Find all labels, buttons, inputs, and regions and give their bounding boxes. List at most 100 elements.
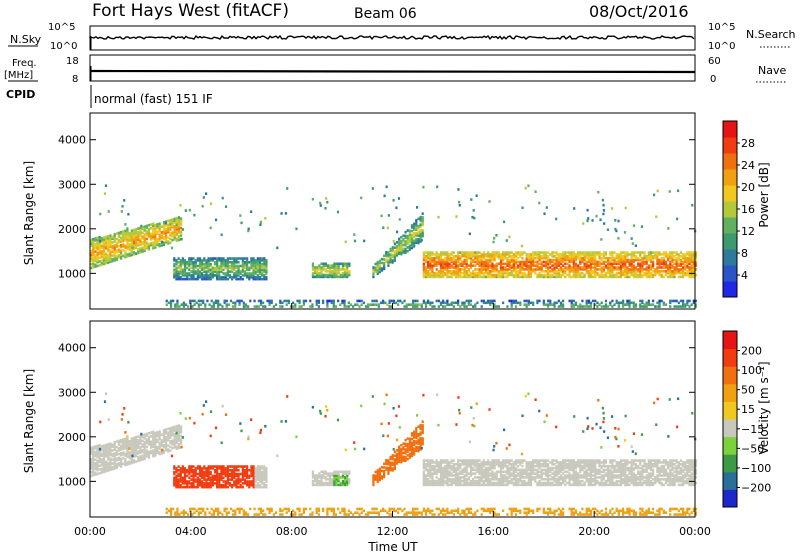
power-cell <box>688 253 691 256</box>
velocity-cell <box>482 479 485 483</box>
power-cell <box>467 253 470 256</box>
power-cell <box>465 264 468 267</box>
power-cell <box>544 266 548 269</box>
power-cell <box>472 260 475 264</box>
power-cell <box>331 271 334 275</box>
velocity-cell <box>424 483 428 487</box>
power-cell <box>662 251 665 254</box>
power-cell <box>320 262 323 266</box>
power-cell <box>538 262 541 266</box>
power-cell <box>577 271 580 275</box>
velocity-cell <box>126 438 129 442</box>
velocity-cell <box>263 472 266 476</box>
power-cell <box>555 273 558 277</box>
power-cell <box>617 237 620 240</box>
power-cell <box>122 239 125 243</box>
power-cell <box>154 229 157 232</box>
power-cell <box>469 266 473 269</box>
power-cell <box>643 251 646 254</box>
power-cell <box>566 258 569 262</box>
velocity-cell <box>497 459 500 462</box>
velocity-cell <box>372 483 375 487</box>
velocity-cell <box>444 470 447 474</box>
power-cell <box>641 262 644 266</box>
power-cell <box>167 236 170 240</box>
velocity-cell <box>104 445 108 449</box>
power-cell <box>525 303 528 306</box>
velocity-cell <box>523 481 526 485</box>
velocity-cell <box>502 463 505 466</box>
power-cell <box>98 237 101 241</box>
velocity-cell <box>415 442 418 445</box>
power-cell <box>634 268 638 271</box>
velocity-cell <box>132 453 136 457</box>
power-cell <box>542 303 545 306</box>
velocity-cell <box>94 447 97 450</box>
power-cell <box>600 305 603 308</box>
power-cell <box>276 246 279 250</box>
power-cell <box>527 258 530 262</box>
velocity-cell <box>378 475 381 478</box>
power-cell <box>619 269 623 273</box>
power-cell <box>572 262 575 266</box>
velocity-cell <box>320 474 323 477</box>
power-cell <box>318 271 321 275</box>
power-cell <box>246 272 249 275</box>
power-cell <box>493 251 496 254</box>
power-cell <box>398 237 401 241</box>
velocity-cell <box>497 463 500 466</box>
velocity-cell <box>398 460 401 464</box>
power-cell <box>626 299 629 303</box>
velocity-cell <box>525 476 528 479</box>
power-cell <box>444 258 447 262</box>
power-cell <box>652 266 655 269</box>
power-cell <box>594 266 597 269</box>
power-cell <box>222 264 225 268</box>
power-cell <box>196 259 199 262</box>
power-cell <box>615 262 618 266</box>
power-cell <box>671 253 674 256</box>
velocity-cell <box>422 472 425 475</box>
power-cell <box>454 266 458 269</box>
power-cell <box>521 271 524 275</box>
power-cell <box>261 277 264 281</box>
power-cell <box>186 272 189 275</box>
velocity-cell <box>252 470 255 474</box>
power-cell <box>252 257 255 260</box>
power-cell <box>538 251 541 254</box>
power-cell <box>529 264 533 267</box>
velocity-cell <box>452 464 455 468</box>
power-cell <box>194 259 197 262</box>
velocity-cell <box>177 474 180 478</box>
power-cell <box>543 212 546 216</box>
velocity-cell <box>408 443 411 446</box>
velocity-cell <box>167 444 170 448</box>
power-cell <box>510 269 513 273</box>
power-cell <box>632 255 635 258</box>
power-cell <box>279 301 282 305</box>
power-cell <box>542 273 545 277</box>
power-cell <box>551 303 554 306</box>
power-cell <box>682 299 685 303</box>
power-cell <box>682 255 685 258</box>
velocity-cell <box>192 483 195 487</box>
power-cell <box>482 253 485 256</box>
velocity-cell <box>156 440 159 443</box>
velocity-cell <box>512 461 515 464</box>
power-cell <box>235 272 238 275</box>
velocity-cell <box>482 468 485 472</box>
velocity-cell <box>484 472 488 475</box>
power-cell <box>597 190 600 194</box>
velocity-cell <box>190 470 193 474</box>
velocity-cell <box>158 432 161 435</box>
power-cell <box>239 277 242 281</box>
power-cell <box>499 256 503 260</box>
velocity-cell <box>173 434 176 438</box>
power-cell <box>480 262 483 266</box>
power-cell <box>675 305 678 308</box>
velocity-cell <box>463 483 466 487</box>
velocity-cell <box>318 474 321 477</box>
velocity-cell <box>343 483 347 487</box>
velocity-cell <box>186 483 189 487</box>
velocity-cell <box>104 460 108 464</box>
